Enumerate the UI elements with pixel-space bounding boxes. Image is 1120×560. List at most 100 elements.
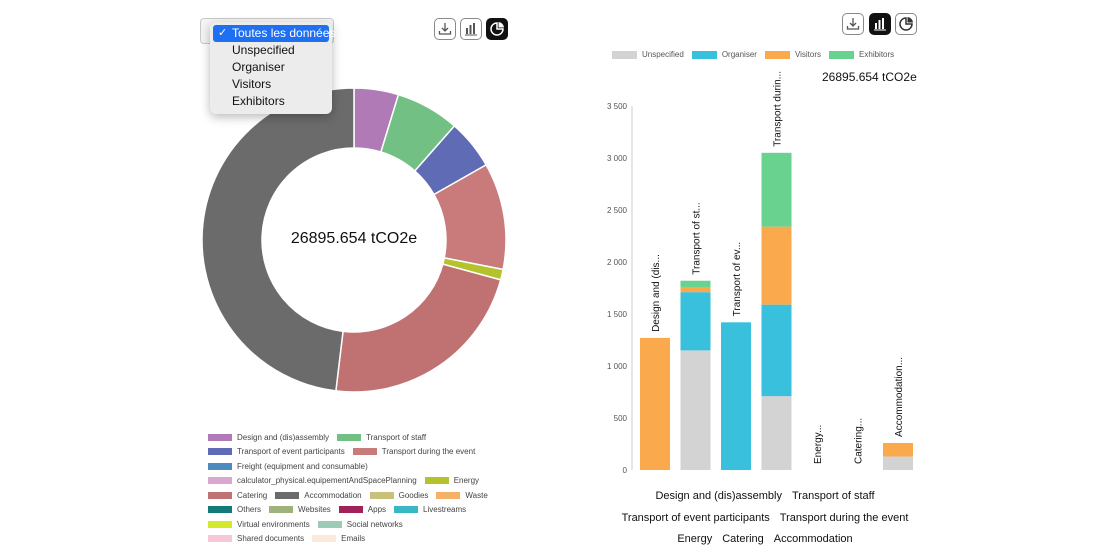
legend-swatch [275, 491, 300, 499]
bar-segment-transport-during-the-event-organiser[interactable] [761, 304, 792, 397]
left-pie-chart-button[interactable] [486, 18, 508, 40]
download-icon [438, 23, 452, 35]
bar-label-transport-during-the-event: Transport durin... [773, 71, 784, 147]
bar-segment-accommodation-visitors[interactable] [883, 442, 913, 457]
series-legend-unspecified[interactable]: Unspecified [612, 50, 684, 59]
right-pie-chart-button[interactable] [895, 13, 917, 35]
bar-segment-transport-of-staff-unspecified[interactable] [680, 350, 711, 470]
category-legend-item-design-and-dis-assembly[interactable]: Design and (dis)assembly [655, 490, 782, 502]
category-legend-item-transport-of-event-participants[interactable]: Transport of event participants [621, 511, 770, 524]
category-legend-item-transport-during-the-event[interactable]: Transport during the event [779, 511, 909, 524]
bar-segment-transport-during-the-event-exhibitors[interactable] [761, 152, 792, 227]
bar-segment-transport-during-the-event-visitors[interactable] [761, 226, 792, 305]
dropdown-option-label: Exhibitors [232, 94, 285, 108]
bar-label-catering: Catering... [854, 418, 865, 464]
legend-item-virtual-environments[interactable]: Virtual environments [208, 520, 310, 529]
dropdown-option-toutes-les-donn-es[interactable]: ✓ Toutes les données [213, 25, 335, 42]
dropdown-option-label: Organiser [232, 60, 285, 74]
legend-item-calculator-physical-equipementandspaceplanning[interactable]: calculator_physical.equipementAndSpacePl… [208, 476, 417, 485]
legend-item-social-networks[interactable]: Social networks [317, 520, 403, 529]
legend-swatch [612, 50, 637, 59]
left-bar-chart-button[interactable] [460, 18, 482, 40]
category-legend-item-energy[interactable]: Energy [677, 533, 713, 545]
y-tick-label: 1 500 [607, 310, 628, 319]
bar-segment-transport-of-event-participants-organiser[interactable] [721, 322, 751, 470]
legend-label: Exhibitors [859, 50, 895, 59]
pie-chart-icon [490, 22, 504, 36]
legend-swatch [208, 477, 232, 485]
legend-swatch [312, 535, 337, 543]
bar-label-transport-of-event-participants: Transport of ev... [732, 242, 743, 316]
right-download-button[interactable] [842, 13, 864, 35]
legend-item-catering[interactable]: Catering [208, 491, 267, 500]
legend-label: Apps [367, 505, 387, 515]
bar-label-design-and-dis-assembly: Design and (dis... [651, 254, 662, 332]
category-legend-item-catering[interactable]: Catering [722, 533, 764, 545]
legend-row: Catering Accommodation Goodies Waste [208, 488, 538, 503]
legend-label: Energy [453, 476, 480, 486]
legend-item-waste[interactable]: Waste [436, 491, 488, 500]
bar-segment-transport-of-staff-exhibitors[interactable] [680, 280, 711, 287]
legend-swatch [829, 50, 855, 59]
bar-segment-accommodation-unspecified[interactable] [883, 456, 913, 470]
legend-label: Visitors [794, 50, 822, 59]
legend-item-emails[interactable]: Emails [312, 534, 365, 543]
legend-label: Catering [237, 490, 268, 500]
left-download-button[interactable] [434, 18, 456, 40]
legend-swatch [352, 448, 377, 456]
legend-item-websites[interactable]: Websites [269, 505, 331, 514]
y-tick-label: 3 000 [607, 154, 628, 163]
series-legend-visitors[interactable]: Visitors [764, 50, 822, 59]
legend-item-shared-documents[interactable]: Shared documents [208, 534, 304, 543]
donut-slice-catering[interactable] [335, 263, 502, 393]
bar-chart-title: 26895.654 tCO2e [822, 70, 917, 84]
legend-swatch [338, 506, 363, 514]
legend-row: Virtual environments Social networks [208, 517, 538, 532]
right-bar-chart-button[interactable] [869, 13, 891, 35]
download-icon [846, 18, 860, 30]
bar-label-energy: Energy... [813, 425, 824, 464]
legend-item-freight-equipment-and-consumable[interactable]: Freight (equipment and consumable) [208, 462, 368, 471]
legend-item-energy[interactable]: Energy [424, 476, 480, 486]
legend-row: Freight (equipment and consumable) [208, 459, 538, 474]
legend-item-transport-of-event-participants[interactable]: Transport of event participants [208, 447, 345, 456]
legend-swatch [317, 520, 342, 528]
category-legend-row: Energy Catering Accommodation [600, 529, 930, 551]
legend-item-others[interactable]: Others [208, 505, 261, 514]
legend-item-accommodation[interactable]: Accommodation [275, 491, 362, 500]
y-tick-label: 2 000 [607, 258, 628, 267]
dropdown-option-unspecified[interactable]: Unspecified [213, 42, 329, 59]
legend-item-transport-of-staff[interactable]: Transport of staff [337, 433, 426, 442]
legend-item-apps[interactable]: Apps [338, 505, 387, 515]
series-legend-exhibitors[interactable]: Exhibitors [829, 50, 894, 59]
legend-label: Transport during the event [381, 447, 476, 457]
legend-item-livestreams[interactable]: Livestreams [394, 505, 466, 514]
dropdown-option-exhibitors[interactable]: Exhibitors [213, 93, 329, 110]
legend-item-goodies[interactable]: Goodies [369, 490, 429, 500]
legend-swatch [208, 462, 232, 470]
legend-row: Shared documents Emails [208, 532, 538, 547]
y-tick-label: 500 [614, 414, 628, 423]
legend-item-design-and-dis-assembly[interactable]: Design and (dis)assembly [208, 433, 329, 442]
bar-segment-transport-of-staff-organiser[interactable] [680, 292, 711, 351]
bar-segment-design-and-dis-assembly-visitors[interactable] [640, 337, 670, 470]
legend-label: Emails [341, 534, 366, 544]
data-filter-dropdown[interactable]: ✓ Toutes les données Unspecified Organiser V… [210, 22, 335, 114]
bar-chart-panel: Unspecified Organiser Visitors Exhibitors 2… [560, 0, 1120, 560]
bar-segment-transport-of-staff-visitors[interactable] [680, 286, 711, 293]
bar-series-legend: Unspecified Organiser Visitors Exhibitors [612, 50, 902, 59]
y-tick-label: 3 500 [607, 102, 628, 111]
legend-swatch [208, 448, 232, 456]
pie-chart-icon [899, 17, 913, 31]
category-legend-item-transport-of-staff[interactable]: Transport of staff [792, 490, 875, 502]
series-legend-organiser[interactable]: Organiser [691, 50, 757, 59]
dropdown-option-organiser[interactable]: Organiser [213, 59, 329, 76]
bar-segment-transport-during-the-event-unspecified[interactable] [761, 396, 792, 470]
legend-swatch [269, 506, 294, 514]
legend-label: Goodies [398, 490, 429, 500]
legend-swatch [436, 491, 461, 499]
legend-item-transport-during-the-event[interactable]: Transport during the event [352, 447, 476, 457]
dropdown-option-visitors[interactable]: Visitors [213, 76, 329, 93]
bar-chart-icon [465, 23, 477, 36]
category-legend-item-accommodation[interactable]: Accommodation [773, 533, 853, 545]
